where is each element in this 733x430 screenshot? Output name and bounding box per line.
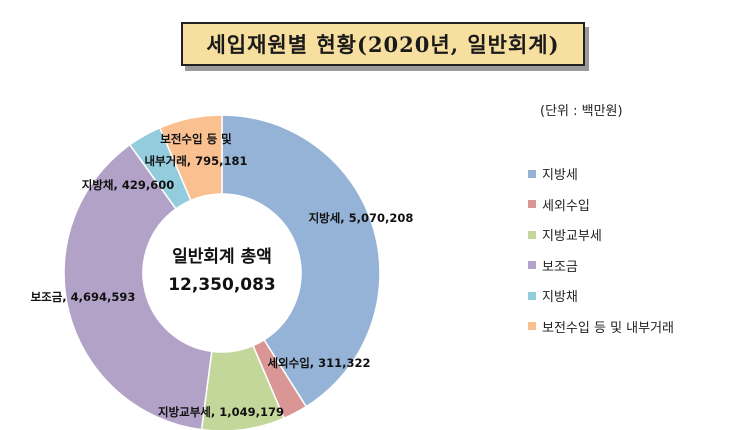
legend-item-3: 지방교부세: [528, 227, 674, 245]
data-label-5: 지방채, 429,600: [82, 178, 175, 192]
legend-label: 보전수입 등 및 내부거래: [542, 320, 674, 336]
data-label-3: 지방교부세, 1,049,179: [158, 405, 284, 419]
legend-item-4: 보조금: [528, 258, 674, 275]
legend-item-6: 보전수입 등 및 내부거래: [528, 319, 674, 336]
legend-label: 보조금: [542, 259, 578, 275]
slice-6: [158, 114, 223, 202]
slice-labels: 지방세, 5,070,208 세외수입, 311,322 지방교부세, 1,049,…: [31, 132, 414, 419]
legend-swatch: [528, 322, 536, 331]
legend-item-2: 세외수입: [528, 197, 674, 214]
slice-1: [221, 114, 381, 408]
data-label-2: 세외수입, 311,322: [267, 356, 370, 370]
slice-4: [63, 143, 213, 430]
legend-swatch: [528, 169, 536, 178]
data-label-6: 보전수입 등 및 내부거래, 795,181: [144, 132, 247, 168]
legend-item-5: 지방채: [528, 288, 674, 306]
legend-label: 세외수입: [542, 198, 590, 214]
center-value: 12,350,083: [168, 275, 276, 295]
data-label-1: 지방세, 5,070,208: [309, 211, 414, 225]
legend-swatch: [528, 200, 536, 209]
legend-item-1: 지방세: [528, 166, 674, 183]
legend-swatch: [528, 261, 536, 270]
chart-title: 세입재원별 현황(2020년, 일반회계): [181, 22, 585, 66]
legend-label: 지방세: [542, 168, 578, 183]
legend-swatch: [528, 230, 536, 239]
legend-label: 지방채: [542, 290, 578, 306]
legend-label: 지방교부세: [542, 229, 602, 245]
donut-slices: [63, 114, 381, 430]
data-label-4: 보조금, 4,694,593: [31, 290, 136, 304]
legend-swatch: [528, 291, 536, 300]
center-title: 일반회계 총액: [172, 247, 272, 267]
unit-label: (단위 : 백만원): [540, 104, 623, 119]
